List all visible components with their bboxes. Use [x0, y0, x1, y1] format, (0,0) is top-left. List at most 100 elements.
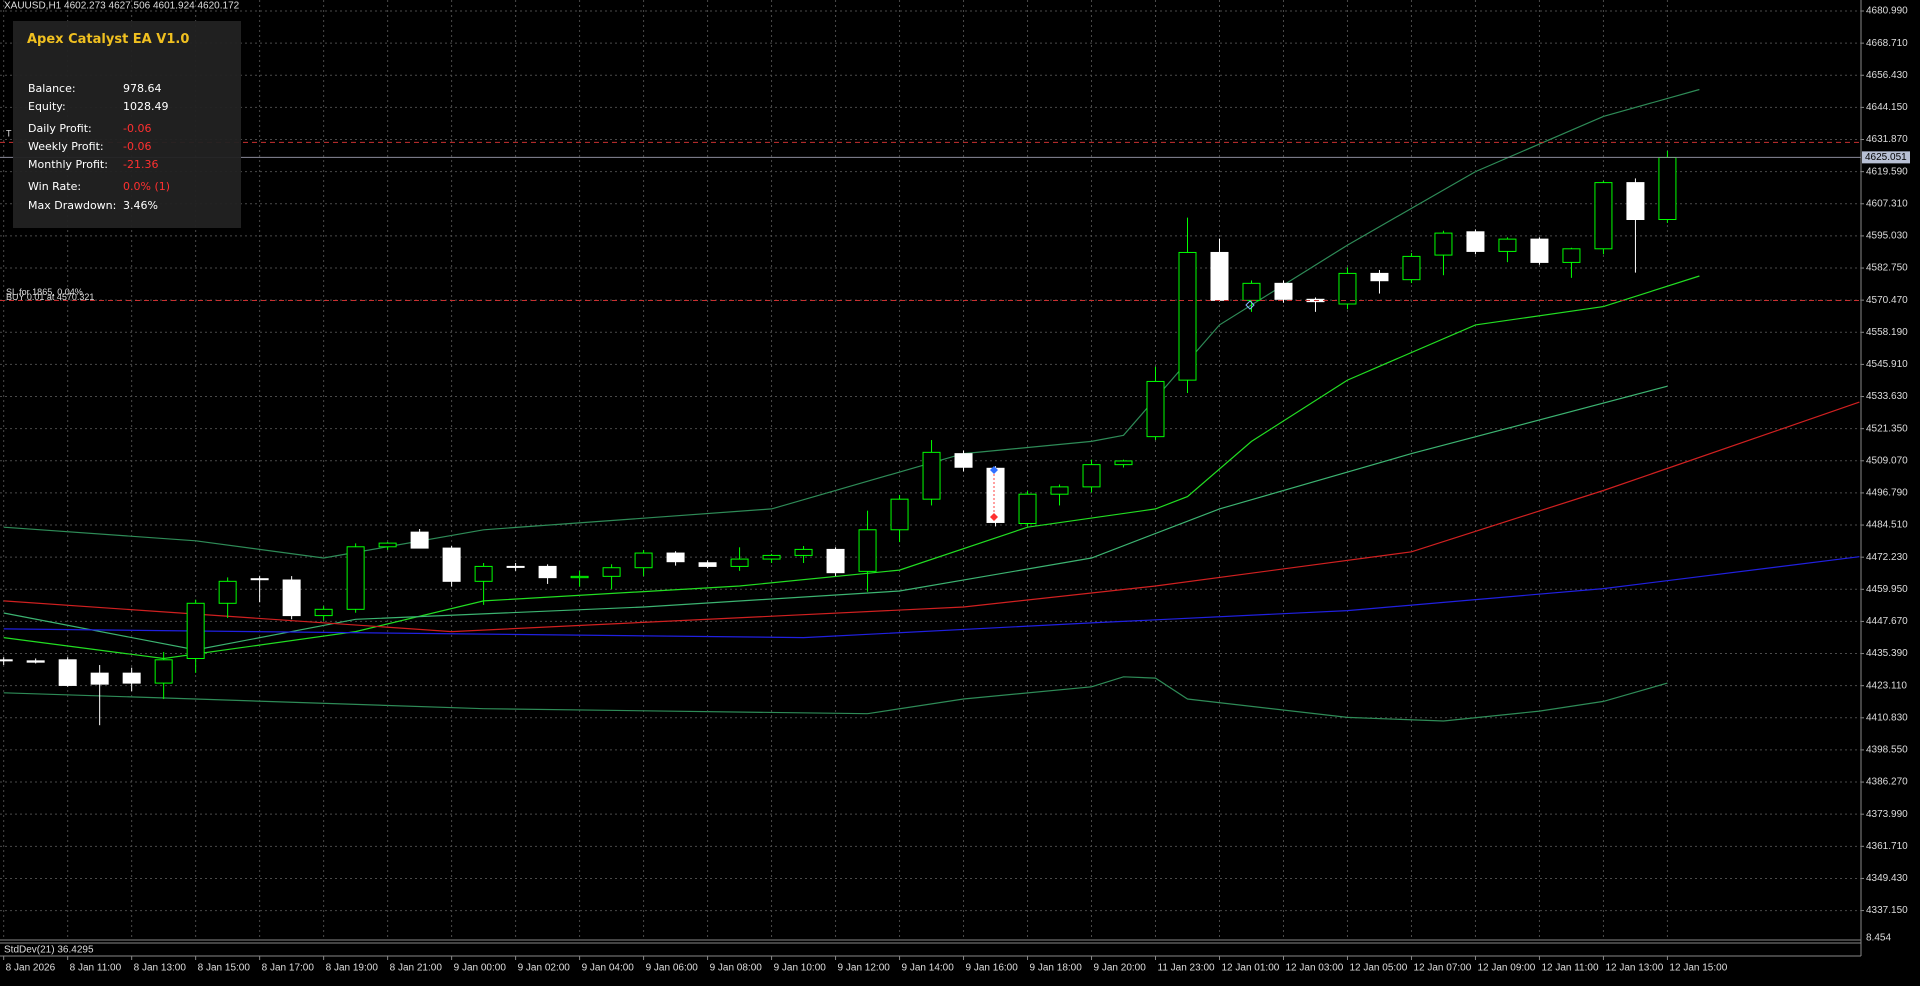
candle-body [442, 547, 461, 582]
entry-marker [990, 466, 998, 474]
y-tick-label: 4533.630 [1866, 391, 1908, 402]
y-tick-label: 4447.670 [1866, 616, 1908, 627]
x-tick-label: 8 Jan 2026 [6, 963, 56, 974]
x-tick-label: 12 Jan 13:00 [1605, 963, 1663, 974]
x-tick-label: 8 Jan 11:00 [70, 963, 122, 974]
y-tick-label: 4484.510 [1866, 520, 1908, 531]
entry-marker [1245, 300, 1255, 310]
candle-body [1498, 238, 1517, 252]
x-tick-label: 9 Jan 12:00 [838, 963, 891, 974]
candle-body [1050, 486, 1069, 495]
panel-value: 3.46% [123, 199, 158, 212]
order-label: SL for 1865, 0.04% [6, 287, 83, 297]
bid-label: 4625.051 [1865, 152, 1907, 163]
x-tick-label: 9 Jan 10:00 [774, 963, 827, 974]
candle-body [218, 580, 237, 604]
x-tick-label: 9 Jan 02:00 [518, 963, 571, 974]
y-tick-label: 4459.950 [1866, 584, 1908, 595]
candle-body [1018, 493, 1037, 525]
indicator-line [3, 676, 1668, 722]
candles [0, 150, 1677, 726]
candle-body [922, 451, 941, 500]
candle-body [282, 579, 301, 617]
candle-body [602, 567, 621, 577]
y-tick-label: 4644.150 [1866, 102, 1908, 113]
candle-body [538, 565, 557, 579]
candle-body [698, 562, 717, 567]
panel-label: Win Rate: [28, 180, 82, 193]
candle-body [1274, 282, 1293, 300]
y-tick-label: 4398.550 [1866, 745, 1908, 756]
candle-body [890, 498, 909, 531]
candle-body [1178, 251, 1197, 381]
y-tick-label: 4349.430 [1866, 873, 1908, 884]
candle-body [154, 659, 173, 684]
order-label: BUY 0.01 at 4570.321 [6, 292, 94, 302]
indicators [3, 88, 1860, 722]
panel-label: Equity: [28, 100, 66, 113]
panel-value: -21.36 [123, 158, 159, 171]
candle-body [378, 542, 397, 548]
panel-label: Max Drawdown: [28, 199, 117, 212]
candle-body [1530, 238, 1549, 263]
candle-body [1658, 156, 1677, 220]
x-tick-label: 12 Jan 01:00 [1221, 963, 1279, 974]
order-label: T [6, 129, 12, 139]
y-tick-label: 4410.830 [1866, 712, 1908, 723]
x-tick-label: 9 Jan 04:00 [582, 963, 635, 974]
exit-marker [990, 513, 998, 521]
candle-body [826, 548, 845, 574]
candle-body [794, 548, 813, 556]
x-tick-label: 8 Jan 21:00 [390, 963, 443, 974]
y-tick-label: 4521.350 [1866, 423, 1908, 434]
candle-body [1114, 460, 1133, 466]
candle-body [730, 558, 749, 567]
y-tick-label: 4680.990 [1866, 6, 1908, 17]
candle-body [570, 575, 589, 579]
candle-body [1434, 232, 1453, 256]
y-tick-label: 4656.430 [1866, 70, 1908, 81]
candle-body [346, 546, 365, 610]
candle-body [1562, 248, 1581, 263]
x-tick-label: 12 Jan 09:00 [1477, 963, 1535, 974]
candle-body [1594, 182, 1613, 250]
trade-markers [990, 300, 1255, 521]
y-tick-label: 4631.870 [1866, 134, 1908, 145]
candle-body [1626, 182, 1645, 220]
x-tick-label: 12 Jan 11:00 [1541, 963, 1599, 974]
candle-body [1210, 251, 1229, 301]
y-tick-label: 4337.150 [1866, 905, 1908, 916]
x-tick-label: 8 Jan 17:00 [262, 963, 315, 974]
ea-panel: Apex Catalyst EA V1.0 Balance: 978.64 Equi… [13, 21, 241, 228]
y-tick-label: 4496.790 [1866, 488, 1908, 499]
y-tick-label: 4668.710 [1866, 38, 1908, 49]
candle-body [1242, 282, 1261, 301]
panel-title: Apex Catalyst EA V1.0 [27, 32, 190, 47]
x-tick-label: 11 Jan 23:00 [1158, 963, 1216, 974]
candle-body [1466, 231, 1485, 252]
x-tick-label: 9 Jan 14:00 [902, 963, 955, 974]
x-tick-label: 12 Jan 03:00 [1285, 963, 1343, 974]
y-tick-label: 4582.750 [1866, 263, 1908, 274]
candle-body [634, 552, 653, 569]
x-tick-label: 12 Jan 15:00 [1669, 963, 1727, 974]
x-tick-label: 9 Jan 08:00 [710, 963, 763, 974]
candle-body [122, 672, 141, 684]
candle-body [474, 565, 493, 582]
x-tick-label: 9 Jan 16:00 [966, 963, 1019, 974]
y-tick-label: 4558.190 [1866, 327, 1908, 338]
panel-label: Balance: [28, 82, 76, 95]
candle-body [954, 453, 973, 468]
candle-body [762, 554, 781, 560]
candle-body [314, 608, 333, 617]
indicator-line [3, 556, 1860, 639]
y-tick-label: 4545.910 [1866, 359, 1908, 370]
x-tick-label: 8 Jan 19:00 [326, 963, 379, 974]
indicator-line [3, 385, 1668, 651]
candle-body [186, 602, 205, 659]
candle-body [666, 552, 685, 563]
indicator-axis-label: 8.454 [1866, 933, 1891, 944]
candle-body [1338, 272, 1357, 305]
